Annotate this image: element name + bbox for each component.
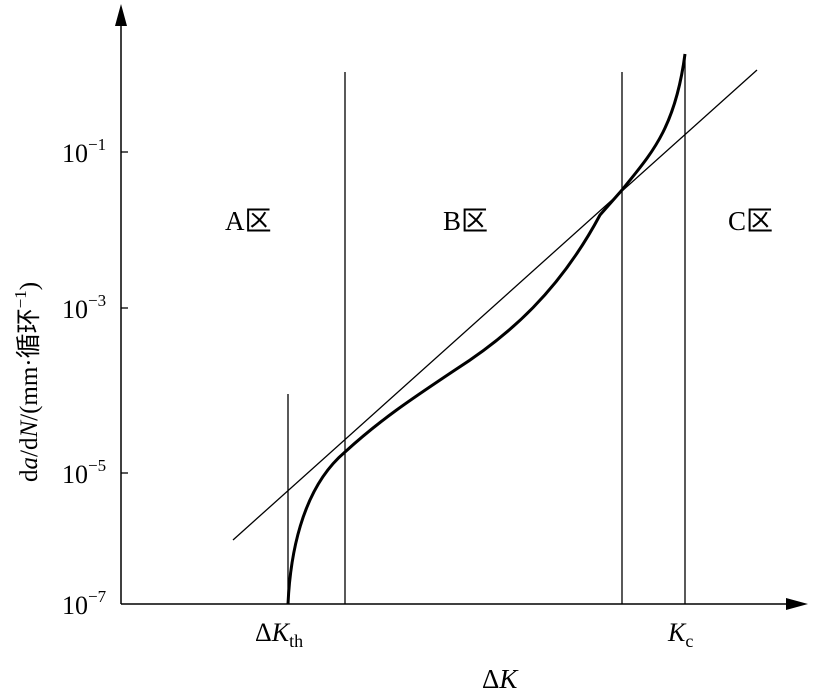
x-axis-title: ΔK bbox=[482, 664, 519, 691]
y-tick-label-7: 10−7 bbox=[62, 587, 107, 620]
x-axis-arrow bbox=[786, 598, 808, 610]
k-critical-label: Kc bbox=[667, 618, 693, 651]
y-tick-label-3: 10−3 bbox=[62, 291, 106, 324]
delta-k-threshold-label: ΔKth bbox=[255, 618, 303, 651]
y-axis-arrow bbox=[115, 4, 127, 26]
region-a-label: A区 bbox=[225, 206, 272, 236]
region-b-label: B区 bbox=[443, 206, 488, 236]
y-tick-label-5: 10−5 bbox=[62, 456, 106, 489]
y-tick-label-1: 10−1 bbox=[62, 135, 106, 168]
crack-growth-curve bbox=[286, 53, 687, 605]
y-axis-title: da/dN/(mm·循环−1) bbox=[11, 282, 43, 482]
paris-fit-line bbox=[232, 69, 758, 541]
region-c-label: C区 bbox=[728, 206, 773, 236]
